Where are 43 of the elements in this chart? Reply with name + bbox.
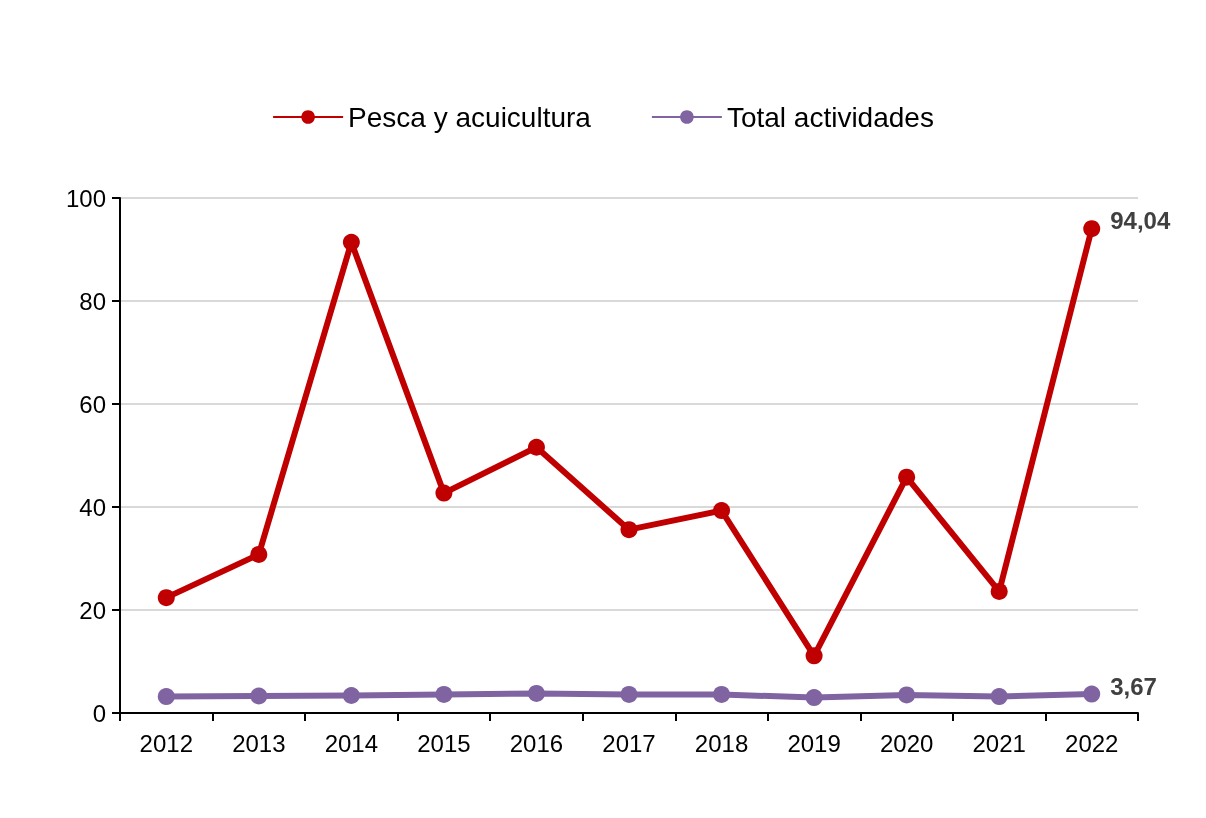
point — [898, 468, 916, 486]
point — [990, 688, 1008, 706]
point — [342, 233, 360, 251]
y-tick-label: 100 — [65, 184, 106, 212]
point — [435, 484, 453, 502]
y-tick-label: 40 — [79, 493, 106, 521]
y-tick-label: 20 — [79, 596, 106, 624]
x-tick-label: 2013 — [232, 729, 286, 757]
point — [250, 687, 268, 705]
point — [342, 686, 360, 704]
x-tick-label: 2014 — [324, 729, 379, 757]
point — [1083, 685, 1101, 703]
x-tick-label: 2017 — [602, 729, 656, 757]
x-tick-label: 2012 — [139, 729, 193, 757]
y-tick-label: 0 — [92, 699, 106, 727]
y-tick-label: 60 — [79, 390, 106, 418]
x-tick-label: 2020 — [879, 729, 934, 757]
x-tick-label: 2022 — [1065, 729, 1119, 757]
point — [157, 589, 175, 607]
point — [1083, 220, 1101, 238]
point — [805, 647, 823, 665]
point — [898, 686, 916, 704]
point — [805, 689, 823, 707]
point — [435, 685, 453, 703]
point — [250, 545, 268, 563]
x-tick-label: 2021 — [972, 729, 1026, 757]
point — [527, 438, 545, 456]
point — [620, 521, 638, 539]
x-tick-label: 2018 — [694, 729, 749, 757]
point — [527, 684, 545, 702]
point — [713, 502, 731, 520]
data-label: 3,67 — [1110, 672, 1157, 700]
y-tick-label: 80 — [79, 287, 106, 315]
x-tick-label: 2019 — [787, 729, 841, 757]
legend-label: Pesca y acuicultura — [348, 101, 592, 133]
point — [620, 685, 638, 703]
data-label: 94,04 — [1110, 207, 1171, 235]
point — [990, 582, 1008, 600]
x-tick-label: 2016 — [509, 729, 564, 757]
point — [713, 685, 731, 703]
x-tick-label: 2015 — [417, 729, 471, 757]
legend-label: Total actividades — [726, 101, 934, 133]
point — [157, 688, 175, 706]
